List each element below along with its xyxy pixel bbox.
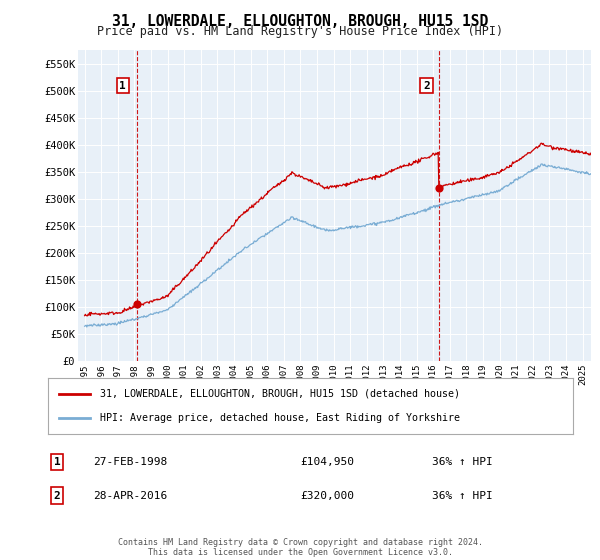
Point — [132, 300, 142, 309]
Text: Price paid vs. HM Land Registry's House Price Index (HPI): Price paid vs. HM Land Registry's House … — [97, 25, 503, 38]
Text: 27-FEB-1998: 27-FEB-1998 — [93, 457, 167, 467]
Text: 36% ↑ HPI: 36% ↑ HPI — [432, 457, 493, 467]
Point — [434, 184, 443, 193]
Text: 36% ↑ HPI: 36% ↑ HPI — [432, 491, 493, 501]
Text: 28-APR-2016: 28-APR-2016 — [93, 491, 167, 501]
Text: 1: 1 — [119, 81, 126, 91]
Text: 2: 2 — [53, 491, 61, 501]
Text: 31, LOWERDALE, ELLOUGHTON, BROUGH, HU15 1SD (detached house): 31, LOWERDALE, ELLOUGHTON, BROUGH, HU15 … — [101, 389, 461, 399]
Text: 2: 2 — [423, 81, 430, 91]
Text: £320,000: £320,000 — [300, 491, 354, 501]
Text: Contains HM Land Registry data © Crown copyright and database right 2024.
This d: Contains HM Land Registry data © Crown c… — [118, 538, 482, 557]
Text: £104,950: £104,950 — [300, 457, 354, 467]
Text: HPI: Average price, detached house, East Riding of Yorkshire: HPI: Average price, detached house, East… — [101, 413, 461, 423]
Text: 31, LOWERDALE, ELLOUGHTON, BROUGH, HU15 1SD: 31, LOWERDALE, ELLOUGHTON, BROUGH, HU15 … — [112, 14, 488, 29]
Text: 1: 1 — [53, 457, 61, 467]
